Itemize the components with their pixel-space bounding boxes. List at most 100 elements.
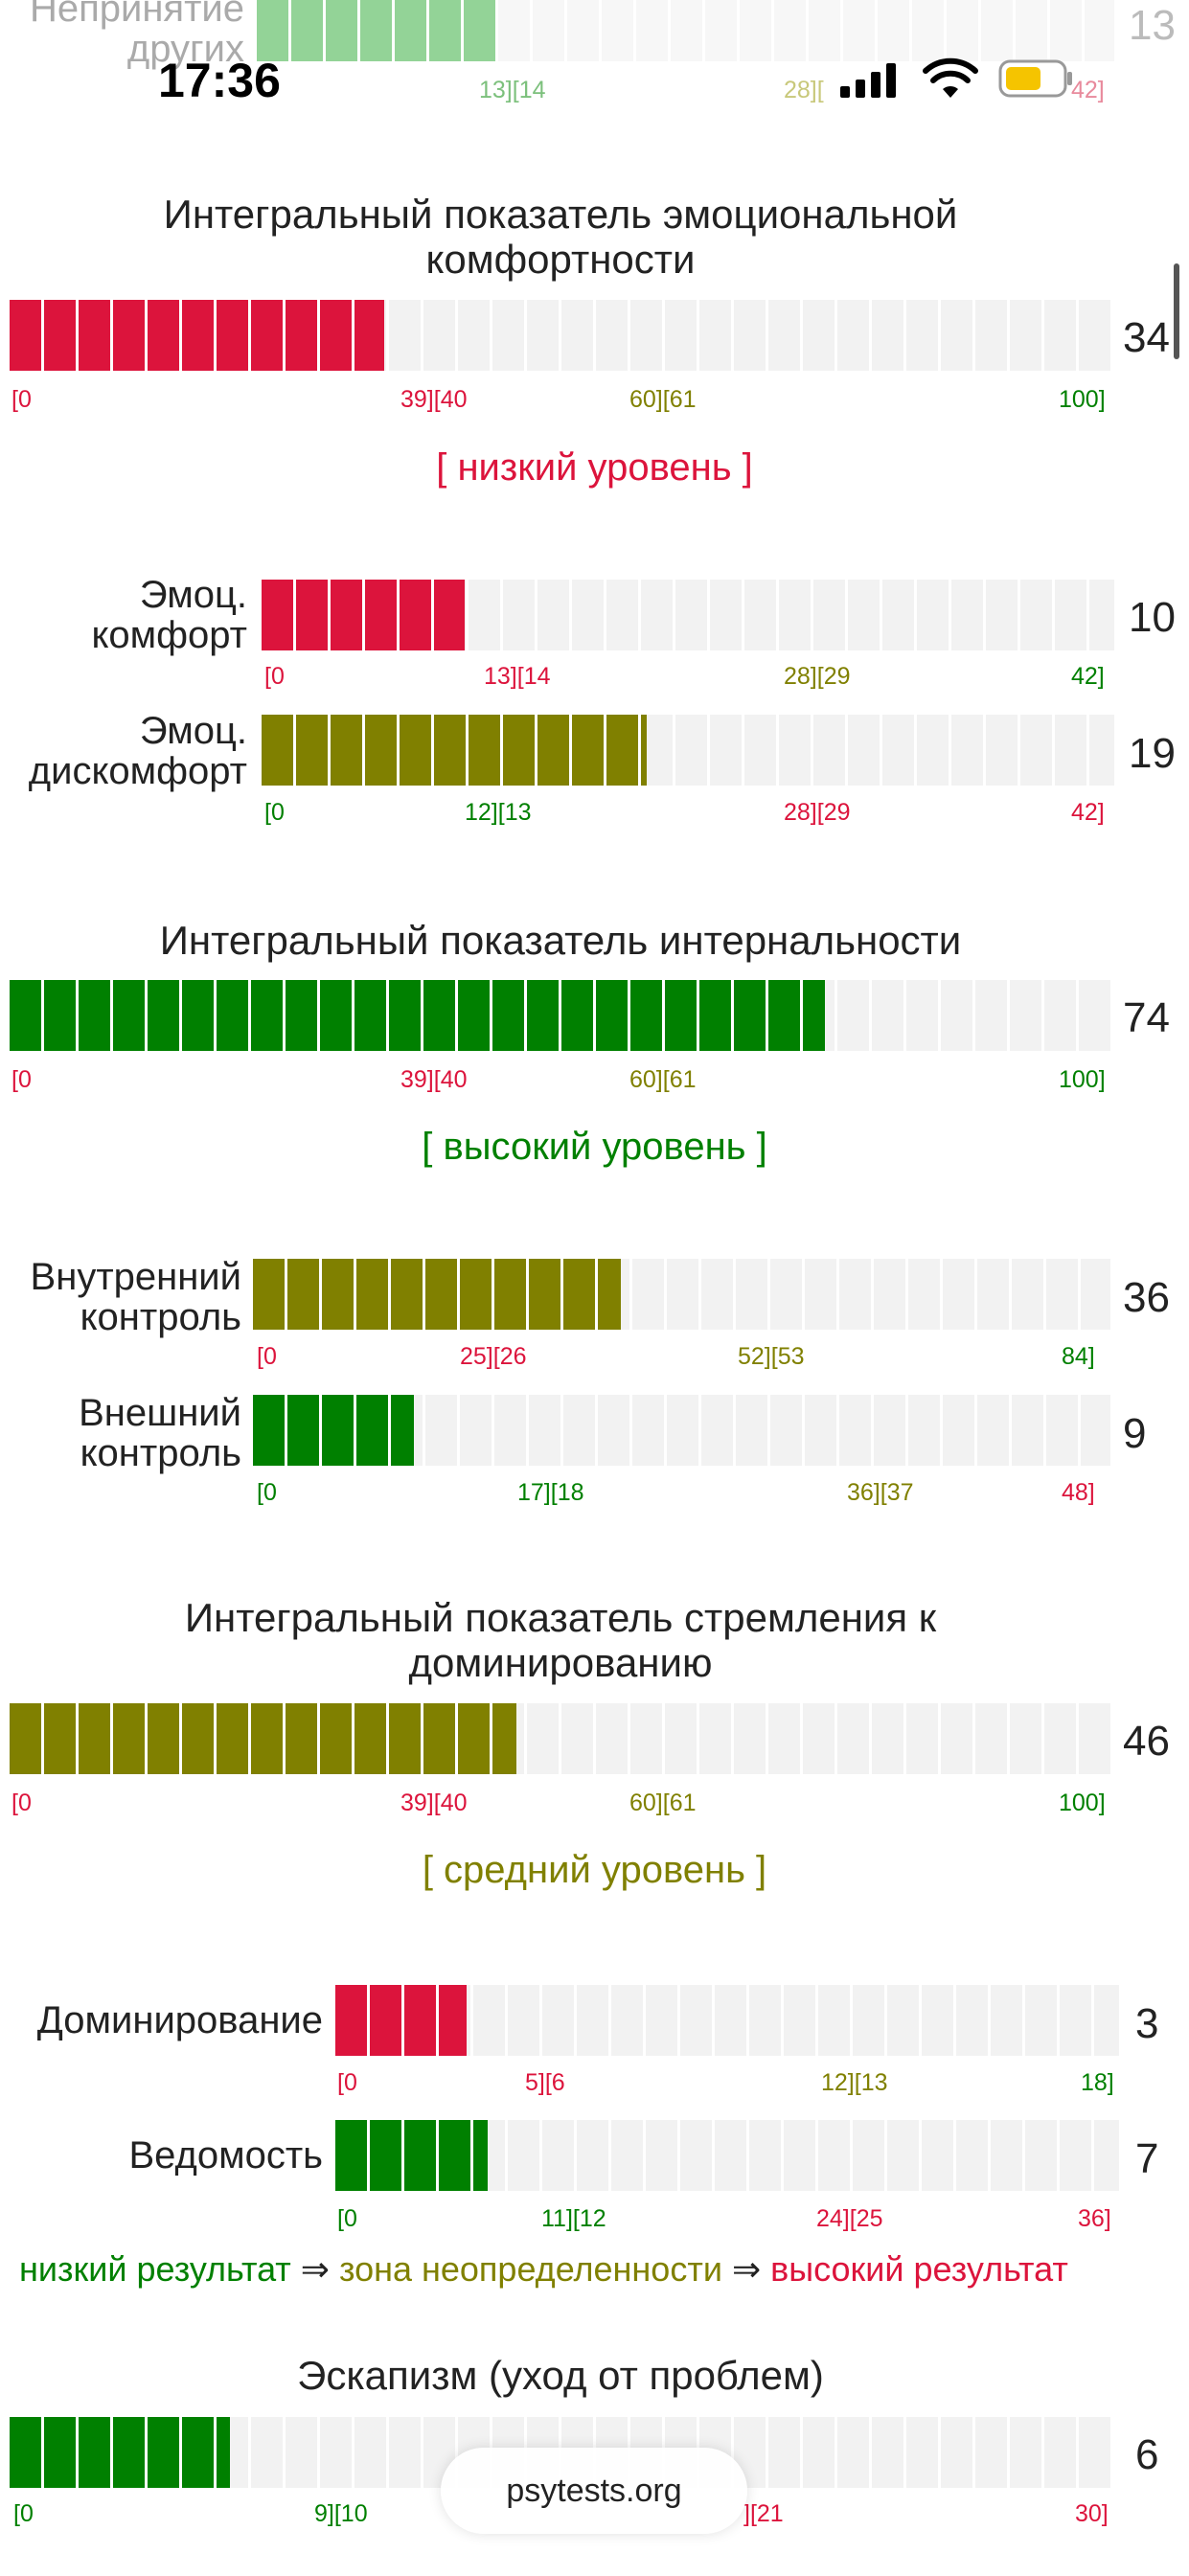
emotional-value: 34 <box>1123 314 1170 361</box>
internal-control-label-line1: Внутренний <box>30 1256 241 1298</box>
emo-discomfort-label-line1: Эмоц. <box>139 710 247 752</box>
external-control-tick: [0 <box>257 1479 277 1506</box>
emotional-tick: 39][40 <box>400 386 468 413</box>
emo-comfort-value: 10 <box>1129 594 1176 641</box>
escapism-title: Эскапизм (уход от проблем) <box>297 2353 824 2398</box>
domination-tick: 12][13 <box>821 2069 888 2096</box>
internality-tick: [0 <box>11 1066 32 1093</box>
top-partial-tick: 28][ <box>784 77 824 103</box>
internality-tick: 60][61 <box>629 1066 697 1093</box>
dominance-value: 46 <box>1123 1718 1170 1765</box>
internality-level: [ высокий уровень ] <box>422 1126 767 1168</box>
internal-control-tick: 25][26 <box>460 1343 527 1370</box>
domination-tick: [0 <box>337 2069 357 2096</box>
external-control-label-line1: Внешний <box>79 1392 241 1434</box>
escapism-tick: [0 <box>13 2500 34 2527</box>
top-partial-label-line2: других <box>126 28 244 70</box>
emo-discomfort-label-line2: дискомфорт <box>28 750 247 792</box>
legend-arrow: ⇒ <box>300 2249 330 2289</box>
submission-tick: 24][25 <box>816 2205 883 2232</box>
internality-title: Интегральный показатель интернальности <box>159 918 962 963</box>
emotional-tick: [0 <box>11 386 32 413</box>
wifi-icon <box>922 57 979 100</box>
external-control-label: Внешний контроль <box>0 1393 241 1473</box>
dominance-title: Интегральный показатель стремления к дом… <box>184 1595 937 1685</box>
top-partial-tick: 13][14 <box>479 77 546 103</box>
top-partial-bar <box>257 0 1114 61</box>
dominance-tick: 60][61 <box>629 1790 697 1816</box>
emo-discomfort-value: 19 <box>1129 730 1176 777</box>
emo-discomfort-tick: [0 <box>264 799 285 826</box>
legend-low: низкий результат <box>19 2249 291 2289</box>
emo-comfort-label-line1: Эмоц. <box>139 574 247 616</box>
internality-value: 74 <box>1123 994 1170 1041</box>
legend-arrow: ⇒ <box>731 2249 762 2289</box>
internality-bar <box>10 980 1111 1051</box>
domination-bar <box>335 1985 1119 2056</box>
result-legend: низкий результат ⇒ зона неопределенности… <box>19 2249 1068 2290</box>
submission-tick: 36] <box>1078 2205 1111 2232</box>
dominance-tick: 39][40 <box>400 1790 468 1816</box>
emo-comfort-label-line2: комфорт <box>91 614 247 656</box>
submission-tick: 11][12 <box>541 2205 606 2232</box>
emo-comfort-bar <box>262 580 1114 650</box>
top-partial-tick: 42] <box>1071 77 1105 103</box>
external-control-tick: 48] <box>1062 1479 1095 1506</box>
domination-label: Доминирование <box>36 1999 323 2041</box>
scroll-indicator[interactable] <box>1174 263 1179 359</box>
domination-tick: 18] <box>1081 2069 1114 2096</box>
emo-comfort-label: Эмоц. комфорт <box>0 575 247 655</box>
domination-value: 3 <box>1135 2000 1159 2047</box>
site-url-pill[interactable]: psytests.org <box>441 2448 747 2534</box>
internal-control-bar <box>253 1259 1110 1330</box>
escapism-tick: ][21 <box>743 2500 784 2527</box>
emo-discomfort-tick: 42] <box>1071 799 1105 826</box>
external-control-value: 9 <box>1123 1410 1147 1457</box>
emo-discomfort-label: Эмоц. дискомфорт <box>0 711 247 791</box>
dominance-tick: 100] <box>1059 1790 1106 1816</box>
submission-tick: [0 <box>337 2205 357 2232</box>
dominance-level: [ средний уровень ] <box>422 1849 767 1891</box>
emotional-tick: 60][61 <box>629 386 697 413</box>
internal-control-tick: 84] <box>1062 1343 1095 1370</box>
internality-tick: 100] <box>1059 1066 1106 1093</box>
emotional-tick: 100] <box>1059 386 1106 413</box>
status-time: 17:36 <box>158 54 281 107</box>
domination-tick: 5][6 <box>525 2069 565 2096</box>
external-control-tick: 36][37 <box>847 1479 914 1506</box>
legend-high: высокий результат <box>770 2249 1068 2289</box>
dominance-bar <box>10 1703 1111 1774</box>
internal-control-label-line2: контроль <box>80 1296 241 1338</box>
escapism-tick: 9][10 <box>314 2500 368 2527</box>
emo-discomfort-bar <box>262 715 1114 786</box>
emo-discomfort-tick: 28][29 <box>784 799 851 826</box>
top-partial-value: 13 <box>1129 2 1176 49</box>
emo-comfort-tick: [0 <box>264 663 285 690</box>
submission-value: 7 <box>1135 2135 1159 2182</box>
emotional-title: Интегральный показатель эмоциональной ко… <box>163 192 958 282</box>
internality-tick: 39][40 <box>400 1066 468 1093</box>
escapism-value: 6 <box>1135 2431 1159 2478</box>
escapism-tick: 30] <box>1075 2500 1109 2527</box>
top-partial-label-line1: Непринятие <box>29 0 244 30</box>
external-control-label-line2: контроль <box>80 1432 241 1474</box>
emo-comfort-tick: 13][14 <box>484 663 551 690</box>
submission-label: Ведомость <box>128 2134 323 2177</box>
internal-control-tick: [0 <box>257 1343 277 1370</box>
internal-control-value: 36 <box>1123 1274 1170 1321</box>
submission-bar <box>335 2120 1119 2191</box>
emotional-bar <box>10 300 1111 371</box>
signal-icon <box>838 59 905 98</box>
dominance-tick: [0 <box>11 1790 32 1816</box>
battery-icon <box>998 59 1075 98</box>
emo-comfort-tick: 28][29 <box>784 663 851 690</box>
emotional-level: [ низкий уровень ] <box>436 446 753 489</box>
internal-control-label: Внутренний контроль <box>0 1257 241 1337</box>
external-control-tick: 17][18 <box>517 1479 584 1506</box>
external-control-bar <box>253 1395 1110 1466</box>
top-partial-label: Непринятие других <box>0 0 244 69</box>
internal-control-tick: 52][53 <box>738 1343 805 1370</box>
emo-comfort-tick: 42] <box>1071 663 1105 690</box>
emo-discomfort-tick: 12][13 <box>465 799 532 826</box>
legend-mid: зона неопределенности <box>338 2249 722 2289</box>
